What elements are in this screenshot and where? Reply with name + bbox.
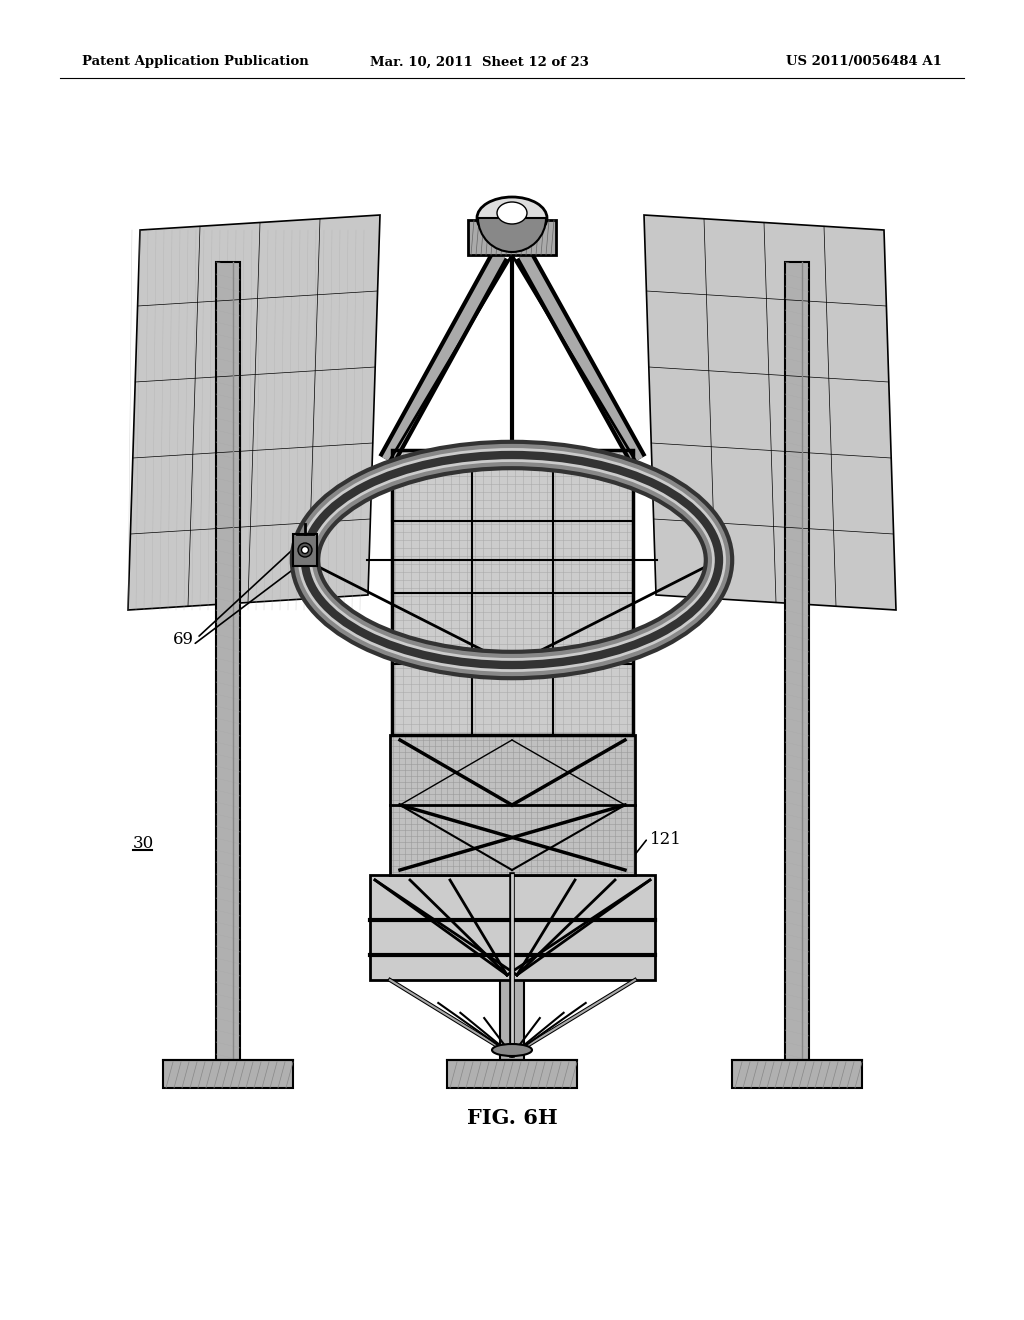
Polygon shape [468,220,556,255]
Polygon shape [732,1060,862,1088]
Text: 121: 121 [650,832,682,849]
Polygon shape [785,261,809,1060]
Text: 30: 30 [133,834,155,851]
Wedge shape [478,218,546,252]
Polygon shape [500,780,524,1060]
Ellipse shape [477,197,547,239]
Polygon shape [447,1060,577,1088]
Polygon shape [128,215,380,610]
Text: Mar. 10, 2011  Sheet 12 of 23: Mar. 10, 2011 Sheet 12 of 23 [370,55,589,69]
Polygon shape [216,261,240,1060]
Text: Patent Application Publication: Patent Application Publication [82,55,309,69]
Text: 69: 69 [173,631,194,648]
Polygon shape [293,535,317,566]
Ellipse shape [492,1044,532,1056]
Polygon shape [163,1060,293,1088]
Ellipse shape [301,546,308,553]
Polygon shape [370,875,655,979]
Ellipse shape [497,202,527,224]
Polygon shape [644,215,896,610]
Polygon shape [392,450,633,735]
Ellipse shape [298,543,312,557]
Text: US 2011/0056484 A1: US 2011/0056484 A1 [786,55,942,69]
Polygon shape [390,735,635,875]
Text: FIG. 6H: FIG. 6H [467,1107,557,1129]
